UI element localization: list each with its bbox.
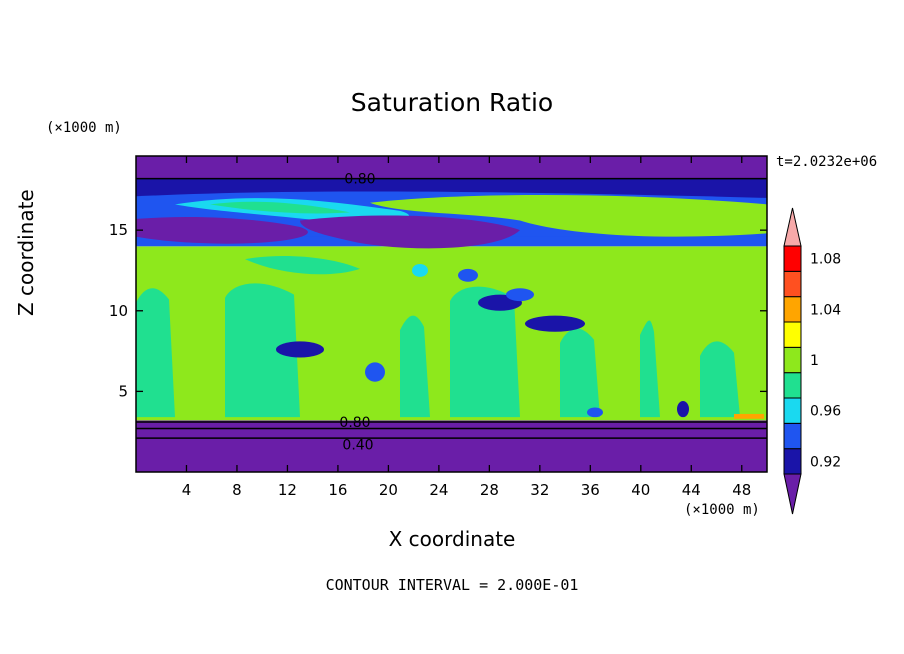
colorbar-box bbox=[783, 422, 802, 450]
plot-frame bbox=[135, 155, 768, 473]
supersaturated-strip bbox=[734, 413, 764, 419]
moist-cell-8 bbox=[412, 264, 428, 277]
colorbar-label: 0.92 bbox=[810, 454, 841, 470]
colorbar-label: 0.96 bbox=[810, 404, 841, 420]
colorbar-over-arrow bbox=[783, 207, 802, 247]
moist-pocket-6 bbox=[700, 341, 740, 418]
x-axis-label: X coordinate bbox=[388, 527, 516, 551]
moist-cell-7 bbox=[458, 268, 478, 282]
x-tick-label: 48 bbox=[732, 481, 751, 499]
colorbar-box bbox=[783, 321, 802, 348]
contour-label-1: 0.80 bbox=[339, 415, 370, 431]
x-tick-label: 8 bbox=[232, 481, 242, 499]
colorbar-box bbox=[783, 270, 802, 298]
colorbar-box bbox=[783, 448, 802, 475]
moist-pocket-top bbox=[245, 255, 360, 275]
moist-pocket-1 bbox=[225, 283, 300, 418]
moist-pocket-4 bbox=[560, 328, 600, 418]
contour-line-0.60 bbox=[136, 427, 767, 430]
upper-left-dry-patch bbox=[136, 216, 308, 244]
colorbar-box bbox=[783, 372, 802, 399]
moist-cell-1 bbox=[365, 362, 385, 382]
x-tick-label: 36 bbox=[581, 481, 600, 499]
y-tick-label: 10 bbox=[109, 302, 128, 320]
contour-label-0: 0.80 bbox=[344, 172, 375, 188]
contour-interval-note: CONTOUR INTERVAL = 2.000E-01 bbox=[325, 576, 579, 594]
moist-cell-5 bbox=[677, 401, 689, 418]
x-tick-label: 28 bbox=[480, 481, 499, 499]
contour-label-2: 0.40 bbox=[342, 438, 373, 454]
x-tick-label: 12 bbox=[278, 481, 297, 499]
x-tick-label: 16 bbox=[328, 481, 347, 499]
y-tick-label: 15 bbox=[109, 221, 128, 239]
x-tick-label: 24 bbox=[429, 481, 448, 499]
colorbar-label: 1.04 bbox=[810, 302, 841, 318]
upper-sea-patch bbox=[210, 201, 350, 214]
contour-line-0.40 bbox=[136, 436, 767, 440]
y-axis-unit: (×1000 m) bbox=[46, 120, 122, 136]
x-tick-label: 44 bbox=[682, 481, 701, 499]
moist-pocket-3 bbox=[450, 286, 520, 418]
contour-line-0.80-lower bbox=[136, 420, 767, 424]
colorbar-box bbox=[783, 296, 802, 323]
colorbar-box bbox=[783, 397, 802, 424]
moist-cell-4 bbox=[506, 288, 534, 302]
moist-cell-0 bbox=[276, 341, 324, 358]
y-axis-label: Z coordinate bbox=[14, 189, 38, 316]
moist-pocket-0 bbox=[136, 288, 175, 418]
upper-mid-dry-patch bbox=[300, 215, 520, 249]
y-tick-label: 5 bbox=[118, 382, 128, 400]
field-layer bbox=[136, 156, 767, 472]
colorbar-under-arrow bbox=[783, 473, 802, 515]
x-tick-label: 20 bbox=[379, 481, 398, 499]
chart-title: Saturation Ratio bbox=[350, 88, 554, 117]
colorbar-label: 1.08 bbox=[810, 252, 841, 268]
x-tick-label: 32 bbox=[530, 481, 549, 499]
x-tick-label: 4 bbox=[182, 481, 192, 499]
moist-pocket-5 bbox=[640, 320, 660, 418]
colorbar-box bbox=[783, 245, 802, 272]
moist-cell-3 bbox=[525, 315, 585, 332]
colorbar-box bbox=[783, 346, 802, 374]
moist-pocket-2 bbox=[400, 315, 430, 418]
moist-cell-6 bbox=[587, 407, 603, 418]
x-tick-label: 40 bbox=[631, 481, 650, 499]
upper-green-cloud bbox=[370, 195, 767, 237]
x-axis-unit: (×1000 m) bbox=[684, 502, 760, 518]
time-label: t=2.0232e+06 bbox=[776, 154, 878, 170]
colorbar-label: 1 bbox=[810, 353, 819, 369]
